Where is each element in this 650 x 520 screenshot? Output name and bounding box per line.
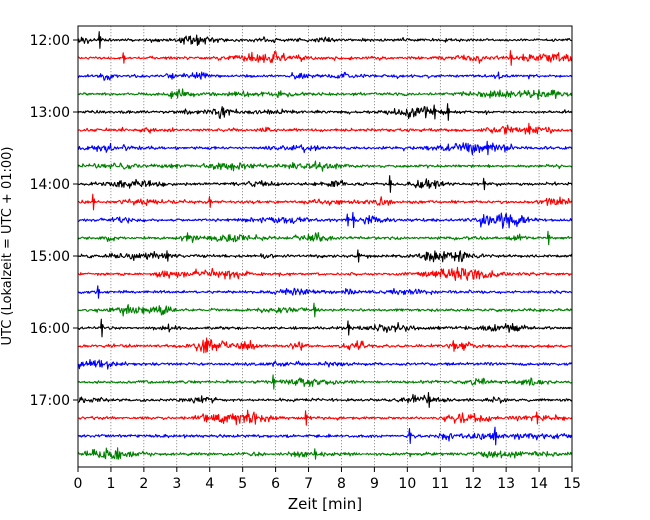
x-tick-label: 13	[497, 476, 515, 492]
trace-line	[77, 374, 573, 390]
trace-line	[77, 392, 573, 408]
trace-line	[77, 193, 573, 211]
x-tick-label: 7	[304, 476, 313, 492]
y-tick-label: 13:00	[30, 105, 70, 121]
plot-frame	[77, 25, 573, 468]
trace-line	[77, 249, 573, 263]
x-tick-label: 6	[271, 476, 280, 492]
x-tick-label: 9	[370, 476, 379, 492]
trace-line	[77, 211, 573, 229]
x-tick-label: 8	[337, 476, 346, 492]
seismic-traces	[77, 31, 573, 460]
trace-line	[77, 50, 573, 66]
y-tick-label: 15:00	[30, 249, 70, 265]
x-tick-label: 15	[563, 476, 581, 492]
trace-line	[77, 175, 573, 193]
trace-line	[77, 337, 573, 354]
trace-line	[77, 103, 573, 121]
trace-line	[78, 359, 573, 370]
x-tick-label: 12	[464, 476, 482, 492]
plot-background	[78, 26, 572, 467]
trace-line	[77, 266, 573, 281]
y-tick-label: 14:00	[30, 177, 70, 193]
x-tick-label: 4	[205, 476, 214, 492]
x-axis-title: Zeit [min]	[288, 495, 362, 513]
trace-line	[77, 31, 573, 49]
y-axis-ticks: 12:00 13:00 14:00 15:00 16:00 17:00	[30, 33, 78, 409]
x-tick-label: 1	[106, 476, 115, 492]
x-tick-label: 5	[238, 476, 247, 492]
y-tick-label: 17:00	[30, 393, 70, 409]
trace-line	[77, 140, 573, 156]
trace-line	[77, 230, 573, 246]
x-tick-label: 14	[530, 476, 548, 492]
trace-line	[77, 160, 573, 172]
trace-line	[77, 426, 573, 446]
x-tick-label: 11	[431, 476, 449, 492]
trace-line	[77, 285, 573, 299]
x-tick-label: 3	[172, 476, 181, 492]
trace-line	[77, 88, 573, 100]
x-axis-ticks: 0 1 2 3 4 5 6 7 8 9 10 11 12 13 14 15	[74, 467, 581, 492]
y-tick-label: 12:00	[30, 33, 70, 49]
trace-line	[77, 409, 573, 426]
trace-line	[77, 71, 573, 81]
y-tick-label: 16:00	[30, 321, 70, 337]
trace-line	[77, 318, 573, 338]
x-tick-label: 10	[398, 476, 416, 492]
x-tick-label: 2	[139, 476, 148, 492]
trace-line	[77, 447, 573, 460]
x-tick-label: 0	[74, 476, 83, 492]
y-axis-title: UTC (Lokalzeit = UTC + 01:00)	[0, 147, 15, 346]
trace-line	[77, 122, 573, 135]
trace-line	[77, 302, 573, 318]
